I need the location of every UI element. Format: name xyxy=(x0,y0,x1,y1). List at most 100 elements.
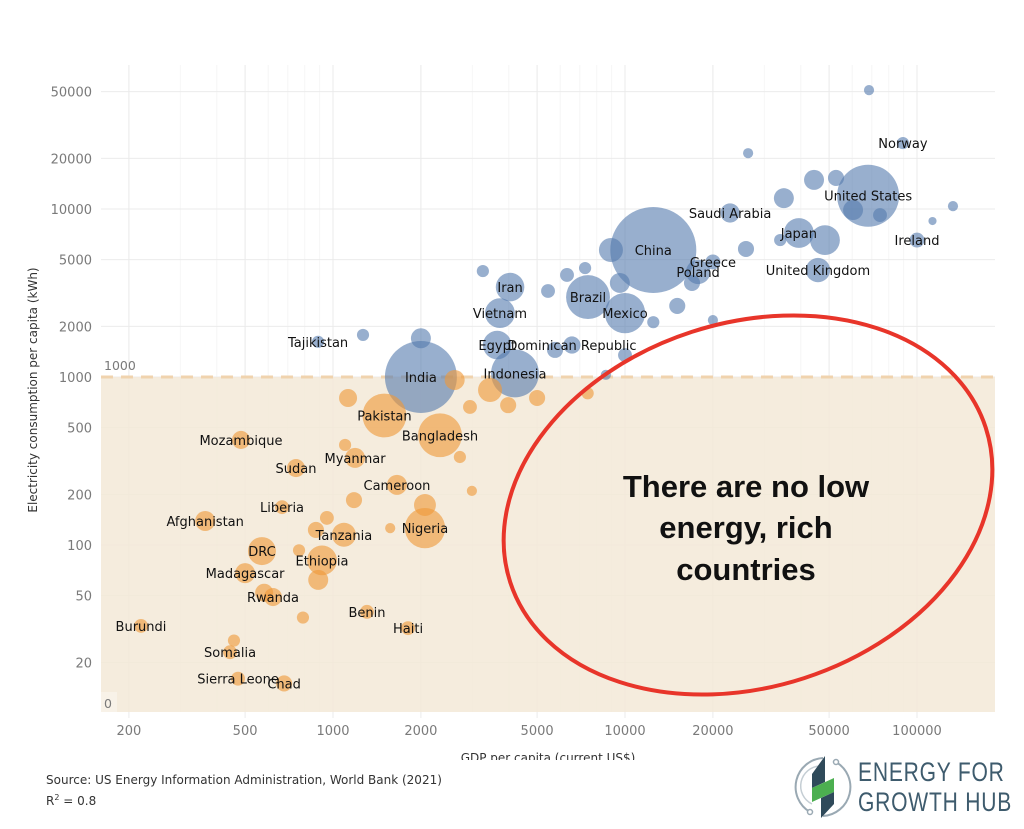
bubble[interactable] xyxy=(707,315,718,326)
bubble[interactable] xyxy=(307,521,324,538)
country-label: Bangladesh xyxy=(402,429,478,444)
annotation-line-2: energy, rich xyxy=(659,510,832,545)
bubble-benin[interactable] xyxy=(360,604,374,619)
bubble[interactable] xyxy=(947,201,959,212)
bubble-china[interactable] xyxy=(610,207,697,294)
bubble[interactable] xyxy=(774,234,787,247)
bubble[interactable] xyxy=(478,377,503,402)
bubble-sudan[interactable] xyxy=(286,459,306,478)
country-label: Ethiopia xyxy=(296,554,349,569)
bubble[interactable] xyxy=(928,216,937,226)
bubble[interactable] xyxy=(255,583,274,602)
bubble[interactable] xyxy=(476,265,489,278)
bubble-sierra-leone[interactable] xyxy=(231,671,245,686)
bubble-norway[interactable] xyxy=(896,136,910,150)
bubble-madagascar[interactable] xyxy=(235,563,256,584)
bubble[interactable] xyxy=(227,634,241,647)
country-label: DRC xyxy=(248,545,275,560)
bubble[interactable] xyxy=(500,397,517,414)
bubble-drc[interactable] xyxy=(247,537,276,566)
bubble-chad[interactable] xyxy=(276,675,293,692)
bubble-japan[interactable] xyxy=(783,218,814,248)
bubble[interactable] xyxy=(647,316,660,329)
country-label: Burundi xyxy=(116,620,167,635)
bubble[interactable] xyxy=(410,328,431,349)
bubble-brazil[interactable] xyxy=(566,275,610,320)
bubble[interactable] xyxy=(356,328,370,342)
bubble[interactable] xyxy=(345,492,363,509)
bubble[interactable] xyxy=(529,389,546,407)
bubble-egypt[interactable] xyxy=(482,330,512,360)
bubble[interactable] xyxy=(444,369,465,390)
country-label: Iran xyxy=(497,281,522,296)
x-axis-ticks: 200 500 1000 2000 5000 10000 20000 50000 100000 xyxy=(116,724,941,739)
country-label: Mozambique xyxy=(199,434,282,449)
bubble[interactable] xyxy=(385,523,396,534)
bubble[interactable] xyxy=(292,544,306,557)
y-tick-label: 50 xyxy=(75,590,92,605)
bubble-mexico[interactable] xyxy=(604,292,646,334)
bubble[interactable] xyxy=(773,188,794,209)
bubble[interactable] xyxy=(339,438,352,452)
logo-mark-icon xyxy=(794,756,852,818)
bubble-pakistan[interactable] xyxy=(362,393,407,438)
bubble-tanzania[interactable] xyxy=(331,522,356,547)
bubble[interactable] xyxy=(546,341,564,358)
bubble-greece[interactable] xyxy=(705,254,721,270)
bubble-myanmar[interactable] xyxy=(345,447,366,468)
bubble[interactable] xyxy=(804,169,825,190)
bubble[interactable] xyxy=(319,510,334,525)
bubble-liberia[interactable] xyxy=(275,500,289,515)
bubble-burundi[interactable] xyxy=(134,618,148,633)
bubble-vietnam[interactable] xyxy=(485,298,515,329)
bubble[interactable] xyxy=(598,238,623,263)
bubble[interactable] xyxy=(609,272,630,293)
bubble[interactable] xyxy=(560,268,574,282)
bubble[interactable] xyxy=(737,240,755,258)
y-tick-label: 20000 xyxy=(51,152,92,167)
bubble-ireland[interactable] xyxy=(909,232,925,248)
bubble-somalia[interactable] xyxy=(223,645,237,660)
bubble[interactable] xyxy=(683,274,701,291)
x-tick-label: 2000 xyxy=(404,724,437,739)
bubble[interactable] xyxy=(413,494,436,516)
bubble-united-kingdom[interactable] xyxy=(805,257,831,283)
bubble[interactable] xyxy=(743,148,754,159)
bubble[interactable] xyxy=(873,208,887,223)
bubble-tajikistan[interactable] xyxy=(311,335,325,348)
bubble[interactable] xyxy=(339,388,358,408)
country-label: Haiti xyxy=(393,622,423,637)
bubble[interactable] xyxy=(541,284,555,298)
country-label: Mexico xyxy=(602,307,647,322)
bubble[interactable] xyxy=(810,225,840,255)
bubble-bangladesh[interactable] xyxy=(418,413,462,458)
bubble-indonesia[interactable] xyxy=(491,349,539,398)
bubble-dominican-republic[interactable] xyxy=(563,336,581,354)
bubble-india[interactable] xyxy=(384,341,457,413)
country-label: Japan xyxy=(780,227,817,242)
bubble-iran[interactable] xyxy=(495,272,525,302)
bubble[interactable] xyxy=(669,297,686,314)
bubble[interactable] xyxy=(863,85,875,96)
bubble-saudi-arabia[interactable] xyxy=(720,203,740,223)
country-label: Nigeria xyxy=(402,522,449,537)
y-tick-label: 5000 xyxy=(59,254,92,269)
bubble[interactable] xyxy=(579,261,592,275)
bubble[interactable] xyxy=(843,200,864,221)
bubble-haiti[interactable] xyxy=(401,621,415,636)
y-tick-label: 50000 xyxy=(51,86,92,101)
bubble[interactable] xyxy=(296,611,310,624)
bubble-ethiopia[interactable] xyxy=(307,545,337,576)
y-tick-label: 1000 xyxy=(59,371,92,386)
y-tick-label: 2000 xyxy=(59,320,92,335)
bubble-afghanistan[interactable] xyxy=(195,510,216,531)
bubble[interactable] xyxy=(827,169,845,187)
bubble[interactable] xyxy=(453,450,466,464)
bubble[interactable] xyxy=(463,400,477,414)
bubble-cameroon[interactable] xyxy=(386,474,407,495)
bubble-nigeria[interactable] xyxy=(404,507,446,549)
bubble[interactable] xyxy=(466,485,477,496)
bubble[interactable] xyxy=(308,569,329,590)
country-label: Brazil xyxy=(570,291,606,306)
bubble-mozambique[interactable] xyxy=(231,430,250,449)
